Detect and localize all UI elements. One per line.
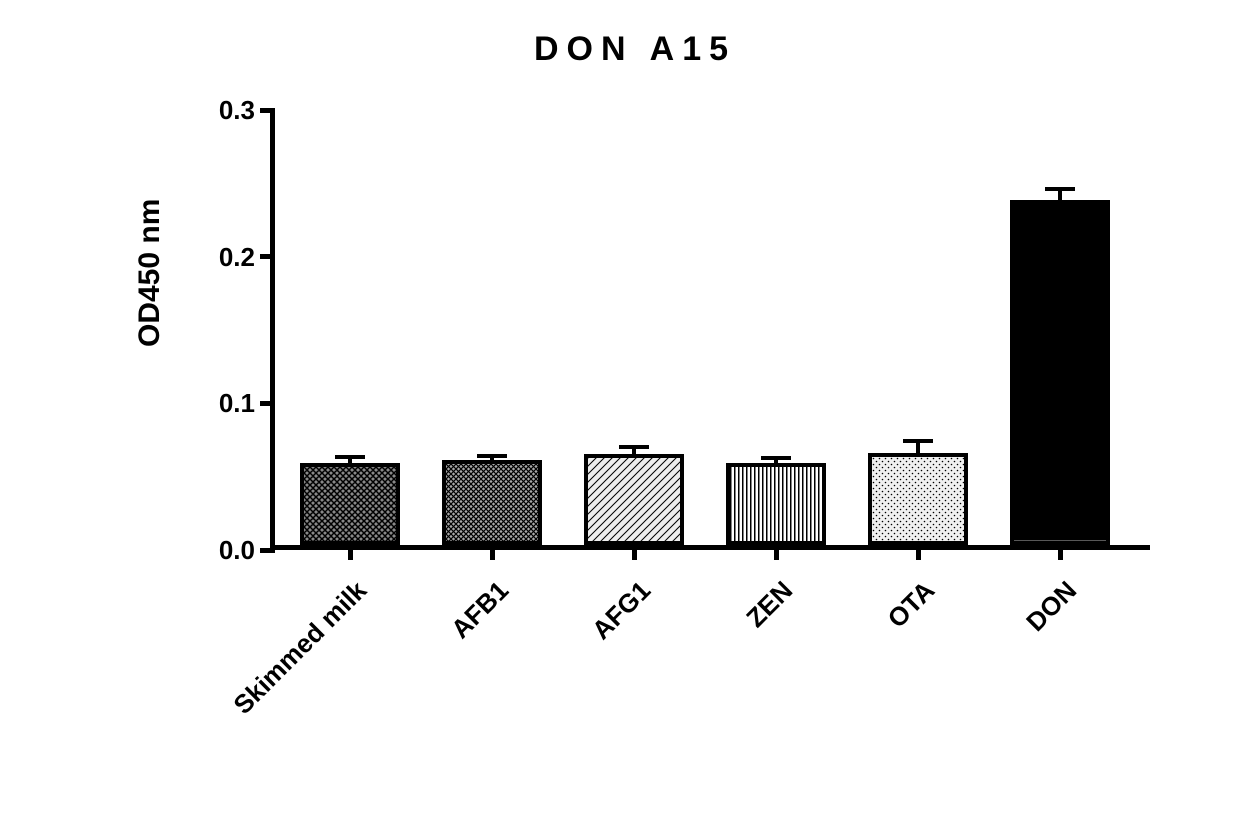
bar-zen (726, 454, 826, 545)
y-tick-label: 0.2 (175, 242, 255, 273)
error-cap (1045, 187, 1075, 191)
x-tick (774, 545, 779, 560)
y-tick (260, 548, 275, 553)
error-cap (619, 445, 649, 449)
y-tick-label: 0.1 (175, 388, 255, 419)
y-tick-label: 0.3 (175, 95, 255, 126)
plot-area (270, 110, 1150, 550)
bar-rect (726, 463, 826, 545)
y-axis-label: OD450 nm (133, 199, 167, 347)
x-tick (348, 545, 353, 560)
bar-rect (1010, 200, 1110, 545)
x-tick (490, 545, 495, 560)
y-tick-label: 0.0 (175, 535, 255, 566)
bar-rect (868, 453, 968, 545)
bar-rect (300, 463, 400, 545)
bar-chart: DON A15 OD450 nm 0.00.10.20.3Skimmed mil… (120, 30, 1150, 730)
chart-title: DON A15 (120, 30, 1150, 69)
x-tick (916, 545, 921, 560)
bar-afb1 (442, 452, 542, 545)
y-tick (260, 254, 275, 259)
x-tick (1058, 545, 1063, 560)
bar-ota (868, 437, 968, 545)
error-cap (477, 454, 507, 458)
y-tick (260, 108, 275, 113)
error-cap (761, 456, 791, 460)
bar-don (1010, 185, 1110, 545)
bar-afg1 (584, 443, 684, 545)
bar-skimmed-milk (300, 453, 400, 545)
error-cap (903, 439, 933, 443)
x-tick (632, 545, 637, 560)
bar-rect (584, 454, 684, 545)
error-cap (335, 455, 365, 459)
bar-rect (442, 460, 542, 545)
y-tick (260, 401, 275, 406)
